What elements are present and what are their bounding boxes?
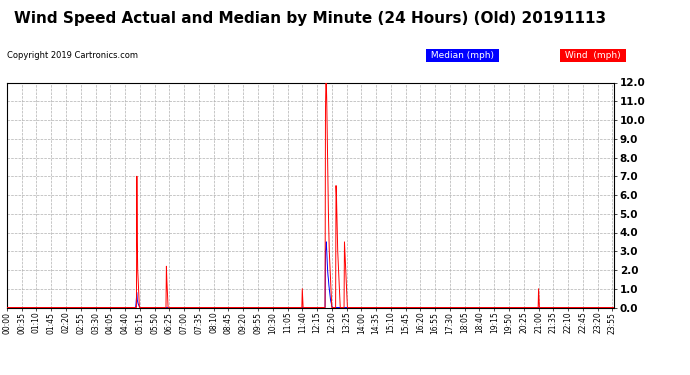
Text: Median (mph): Median (mph) xyxy=(428,51,497,60)
Text: Wind  (mph): Wind (mph) xyxy=(562,51,624,60)
Text: Copyright 2019 Cartronics.com: Copyright 2019 Cartronics.com xyxy=(7,51,138,60)
Text: Wind Speed Actual and Median by Minute (24 Hours) (Old) 20191113: Wind Speed Actual and Median by Minute (… xyxy=(14,11,607,26)
